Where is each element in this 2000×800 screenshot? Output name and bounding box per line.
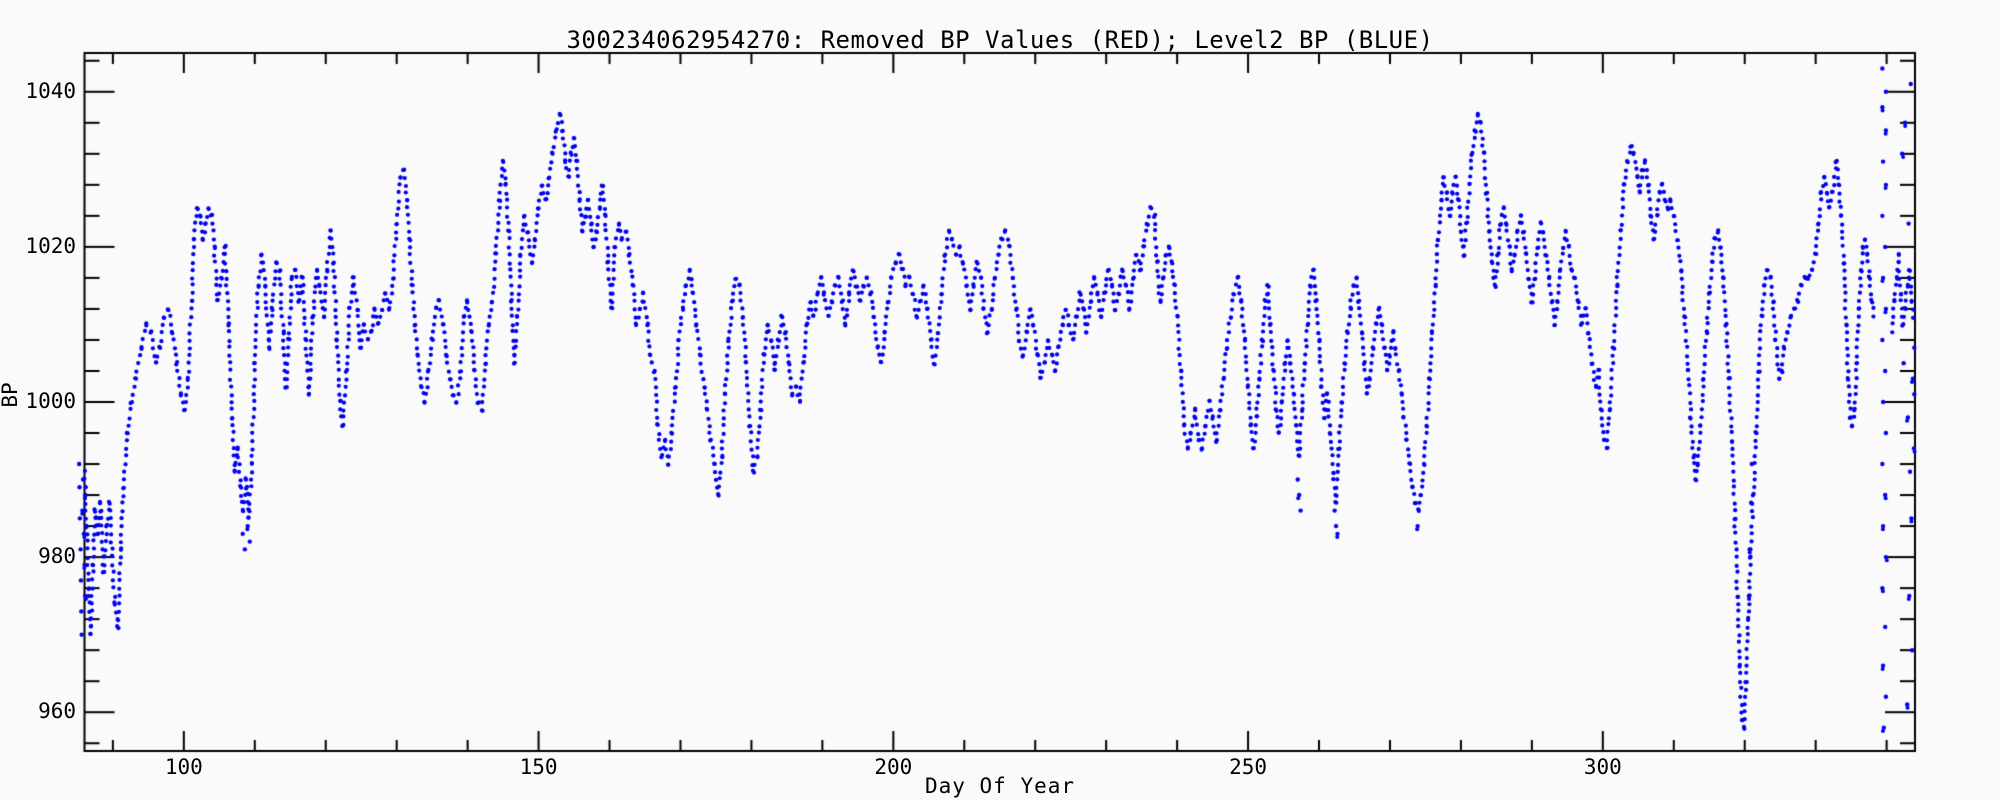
x-tick-label: 300 bbox=[1583, 755, 1622, 779]
x-tick-label: 150 bbox=[519, 755, 558, 779]
y-tick-label: 1000 bbox=[25, 389, 76, 413]
y-tick-label: 960 bbox=[38, 699, 76, 724]
x-axis-label: Day Of Year bbox=[924, 774, 1076, 798]
y-tick-label: 1040 bbox=[25, 78, 76, 103]
y-tick-label: 980 bbox=[38, 544, 76, 569]
y-tick-label: 1020 bbox=[25, 233, 76, 258]
chart-title: 300234062954270: Removed BP Values (RED)… bbox=[566, 26, 1434, 54]
x-tick-label: 250 bbox=[1229, 755, 1268, 779]
x-tick-label: 200 bbox=[874, 755, 913, 779]
x-tick-label: 100 bbox=[164, 755, 203, 779]
